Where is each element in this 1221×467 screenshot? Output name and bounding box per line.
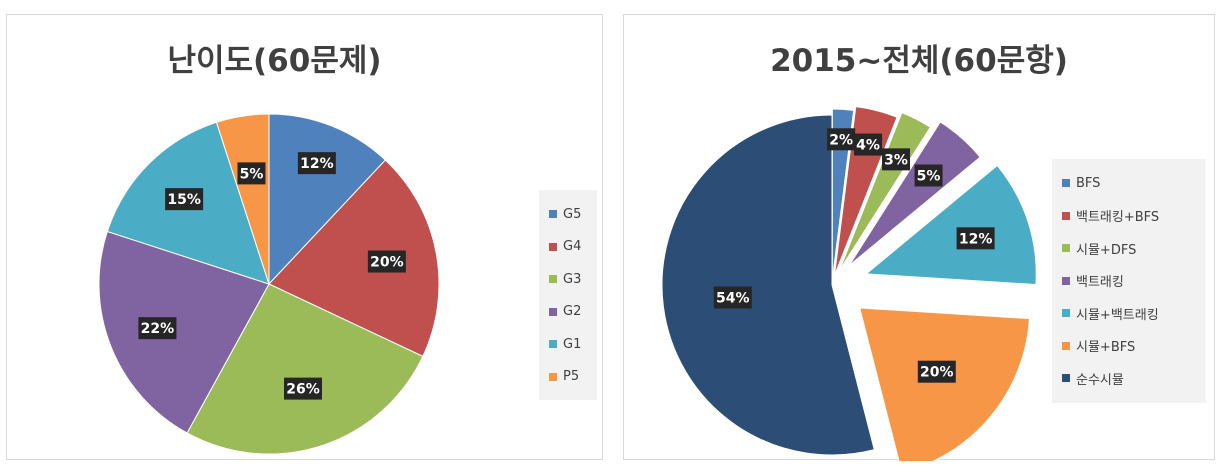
legend-item-g4: G4: [549, 231, 587, 264]
pie-slice-순수시뮬: [661, 114, 875, 456]
data-label-text: 54%: [716, 291, 750, 307]
pie-chart-difficulty: 12% 20% 26% 22% 15% 5%: [98, 113, 440, 455]
data-label-text: 22%: [141, 321, 175, 337]
legend-label: G3: [563, 271, 582, 287]
data-label-p5: 5%: [237, 162, 266, 185]
legend-swatch: [549, 340, 557, 349]
data-label-text: 15%: [167, 192, 201, 208]
legend-swatch: [1062, 309, 1070, 318]
pie-slice-bfs: [831, 108, 855, 280]
pie-slice-g2: [98, 230, 270, 434]
legend-item-p5: P5: [549, 361, 587, 394]
data-label-background: [713, 286, 752, 309]
legend-swatch: [1062, 211, 1070, 220]
data-label-text: 2%: [829, 132, 853, 148]
legend-label: 시뮬+BFS: [1076, 340, 1136, 356]
pie-slice-시뮬-plus-bfs: [859, 307, 1030, 461]
legend-swatch: [1062, 341, 1070, 350]
data-label-text: 12%: [959, 231, 993, 247]
legend-label: 백트래킹: [1076, 275, 1124, 291]
legend-label: G2: [563, 304, 582, 320]
data-label-g4: 20%: [367, 250, 406, 273]
data-label-백트래킹: 5%: [914, 164, 943, 187]
legend-item-시뮬-plus-dfs: 시뮬+DFS: [1062, 232, 1196, 265]
data-label-시뮬-plus-백트래킹: 12%: [956, 227, 995, 250]
legend-swatch: [1062, 179, 1070, 188]
chart-title: 난이도(60문제): [167, 43, 382, 79]
data-label-background: [165, 188, 204, 211]
data-label-text: 3%: [884, 152, 908, 168]
legend-label: BFS: [1076, 175, 1101, 191]
legend-swatch: [1062, 276, 1070, 285]
legend-item-g2: G2: [549, 296, 587, 329]
data-label-백트래킹-plus-bfs: 4%: [854, 133, 883, 156]
data-label-g2: 22%: [138, 317, 177, 340]
data-label-text: 20%: [920, 365, 954, 381]
legend-label: 순수시뮬: [1076, 372, 1124, 388]
pie-chart-problem-types: 2% 4%3% 5% 12% 20% 54%: [661, 106, 1037, 461]
legend-item-시뮬-plus-bfs: 시뮬+BFS: [1062, 330, 1196, 363]
data-label-text: 5%: [240, 166, 264, 182]
data-label-text: 5%: [917, 168, 941, 184]
chart-panel-difficulty: 난이도(60문제) 12% 20% 26% 22% 15% 5% G5 G4 G3 G2 G1 P5: [6, 14, 603, 460]
legend-swatch: [1062, 244, 1070, 253]
legend-swatch: [549, 210, 557, 219]
data-label-text: 20%: [370, 255, 404, 271]
data-label-시뮬-plus-dfs: 3%: [882, 148, 911, 171]
legend-item-백트래킹-plus-bfs: 백트래킹+BFS: [1062, 200, 1196, 233]
data-label-g1: 15%: [165, 188, 204, 211]
legend-item-백트래킹: 백트래킹: [1062, 265, 1196, 298]
legend-item-순수시뮬: 순수시뮬: [1062, 362, 1196, 395]
data-label-text: 12%: [300, 156, 334, 172]
legend-swatch: [1062, 374, 1070, 383]
legend-label: G1: [563, 336, 582, 352]
legend-swatch: [549, 372, 557, 381]
data-label-g5: 12%: [297, 152, 336, 175]
data-label-background: [854, 133, 883, 156]
data-label-background: [297, 152, 336, 175]
data-label-background: [283, 377, 322, 400]
pie-slice-g4: [268, 159, 440, 358]
legend-label: G5: [563, 206, 582, 222]
pie-slice-시뮬-plus-백트래킹: [864, 164, 1037, 286]
data-label-background: [882, 148, 911, 171]
data-label-g3: 26%: [283, 377, 322, 400]
data-label-background: [914, 164, 943, 187]
data-label-순수시뮬: 54%: [713, 286, 752, 309]
legend-swatch: [549, 242, 557, 251]
legend-label: 시뮬+DFS: [1076, 242, 1137, 258]
data-label-text: 4%: [856, 138, 880, 154]
legend-label: 백트래킹+BFS: [1076, 210, 1160, 226]
legend: G5 G4 G3 G2 G1 P5: [539, 190, 597, 400]
data-label-background: [138, 317, 177, 340]
legend-item-시뮬-plus-백트래킹: 시뮬+백트래킹: [1062, 297, 1196, 330]
data-label-bfs: 2%: [827, 128, 856, 151]
data-label-background: [917, 360, 956, 383]
data-label-text: 26%: [286, 382, 320, 398]
data-label-background: [367, 250, 406, 273]
data-label-시뮬-plus-bfs: 20%: [917, 360, 956, 383]
pie-slice-p5: [215, 113, 270, 285]
pie-slice-백트래킹: [848, 121, 981, 266]
chart-panel-problem-types: 2015~전체(60문항) 2% 4% 3% 5% 12% 20% 54% BFS 백트래킹+…: [623, 14, 1215, 461]
legend-label: P5: [563, 369, 580, 385]
data-label-background: [237, 162, 266, 185]
legend-item-g1: G1: [549, 328, 587, 361]
legend-item-g5: G5: [549, 198, 587, 231]
legend-swatch: [549, 307, 557, 316]
legend-item-g3: G3: [549, 263, 587, 296]
legend-label: 시뮬+백트래킹: [1076, 307, 1159, 323]
chart-title: 2015~전체(60문항): [770, 43, 1068, 79]
data-label-background: [827, 128, 856, 151]
data-label-background: [956, 227, 995, 250]
legend-label: G4: [563, 239, 582, 255]
legend-swatch: [549, 275, 557, 284]
legend-item-bfs: BFS: [1062, 167, 1196, 200]
